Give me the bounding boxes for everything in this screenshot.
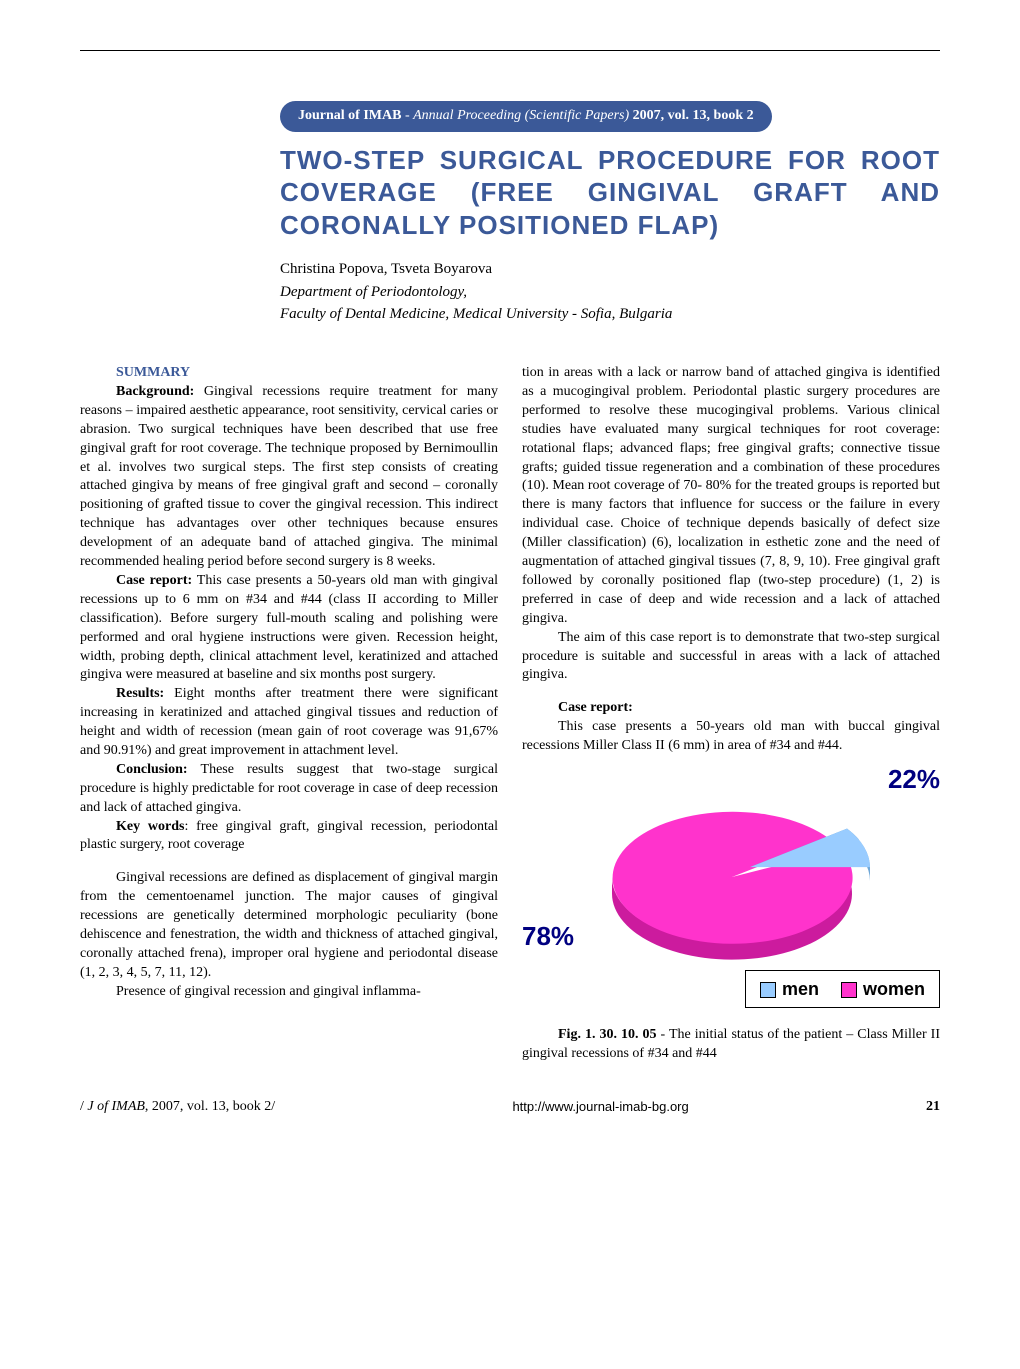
pie-slice-78 <box>613 812 853 944</box>
right-p1: tion in areas with a lack or narrow band… <box>522 364 940 628</box>
left-p3: Results: Eight months after treatment th… <box>80 685 498 761</box>
left-p1-label: Background: <box>116 384 194 399</box>
top-rule <box>80 50 940 51</box>
affiliation-2: Faculty of Dental Medicine, Medical Univ… <box>280 304 940 324</box>
right-p4: This case presents a 50-years old man wi… <box>522 718 940 756</box>
footer-journal-ref: / J of IMAB, 2007, vol. 13, book 2/ <box>80 1098 275 1117</box>
pct-label-22: 22% <box>888 762 940 797</box>
chart-legend: men women <box>745 970 940 1008</box>
left-p6: Gingival recessions are defined as displ… <box>80 869 498 982</box>
title-line-2: COVERAGE (FREE GINGIVAL GRAFT AND <box>280 176 940 209</box>
summary-heading: SUMMARY <box>116 364 498 383</box>
pie-chart: 22% 78% <box>522 762 940 1022</box>
right-column: tion in areas with a lack or narrow band… <box>522 364 940 1064</box>
legend-text-women: women <box>863 979 925 999</box>
banner-mid: Annual Proceeding (Scientific Papers) <box>413 108 629 123</box>
legend-swatch-men <box>760 982 776 998</box>
journal-banner: Journal of IMAB - Annual Proceeding (Sci… <box>280 101 772 132</box>
left-p2-text: This case presents a 50-years old man wi… <box>80 573 498 682</box>
footer-url: http://www.journal-imab-bg.org <box>512 1098 688 1117</box>
title-line-3: CORONALLY POSITIONED FLAP) <box>280 209 940 242</box>
affiliation-1: Department of Periodontology, <box>280 282 940 302</box>
left-p4-label: Conclusion: <box>116 762 188 777</box>
left-p5-label: Key words <box>116 819 184 834</box>
footer-jref-rest: , 2007, vol. 13, book 2/ <box>145 1099 275 1114</box>
left-p1: Background: Gingival recessions require … <box>80 383 498 572</box>
body-columns: SUMMARY Background: Gingival recessions … <box>80 364 940 1064</box>
footer-page-number: 21 <box>926 1098 940 1117</box>
pct-label-78: 78% <box>522 919 574 954</box>
left-p4: Conclusion: These results suggest that t… <box>80 761 498 818</box>
authors: Christina Popova, Tsveta Boyarova <box>280 259 940 279</box>
fig-caption-bold: Fig. 1. 30. 10. 05 <box>558 1027 657 1042</box>
right-p3-label: Case report: <box>522 699 940 718</box>
left-p1-text: Gingival recessions require treatment fo… <box>80 384 498 569</box>
legend-swatch-women <box>841 982 857 998</box>
footer-jref-italic: J of IMAB <box>87 1099 145 1114</box>
left-p7: Presence of gingival recession and gingi… <box>80 983 498 1002</box>
right-p2: The aim of this case report is to demons… <box>522 629 940 686</box>
title-line-1: TWO-STEP SURGICAL PROCEDURE FOR ROOT <box>280 144 940 177</box>
left-p2: Case report: This case presents a 50-yea… <box>80 572 498 685</box>
legend-item-women: women <box>841 977 925 1001</box>
article-title: TWO-STEP SURGICAL PROCEDURE FOR ROOT COV… <box>280 144 940 242</box>
left-p5: Key words: free gingival graft, gingival… <box>80 818 498 856</box>
banner-prefix: Journal of IMAB <box>298 108 401 123</box>
banner-sep: - <box>401 108 413 123</box>
left-p3-label: Results: <box>116 686 164 701</box>
banner-suffix: 2007, vol. 13, book 2 <box>629 108 753 123</box>
page-footer: / J of IMAB, 2007, vol. 13, book 2/ http… <box>80 1098 940 1117</box>
left-column: SUMMARY Background: Gingival recessions … <box>80 364 498 1064</box>
legend-item-men: men <box>760 977 819 1001</box>
pie-svg <box>582 782 882 972</box>
legend-text-men: men <box>782 979 819 999</box>
figure-caption: Fig. 1. 30. 10. 05 - The initial status … <box>522 1026 940 1064</box>
left-p2-label: Case report: <box>116 573 192 588</box>
